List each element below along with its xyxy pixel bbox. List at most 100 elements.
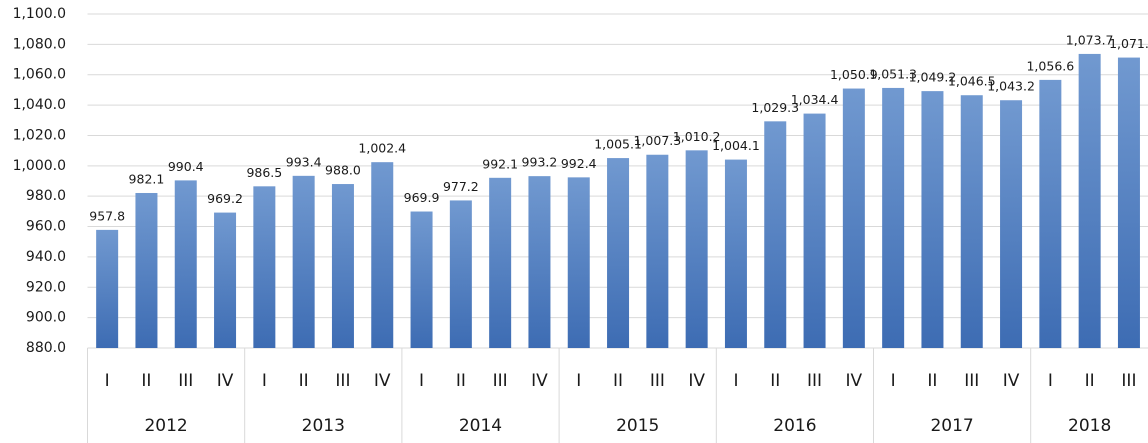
data-label: 977.2 [443,179,479,194]
data-label: 1,050.9 [830,67,878,82]
bar [607,158,630,348]
bar [214,212,237,348]
y-tick-label: 1,000.0 [13,158,66,174]
x-tick-label: IV [1003,371,1020,391]
x-tick-label: IV [846,371,863,391]
data-label: 969.9 [404,190,440,205]
x-tick-label: I [576,371,581,391]
data-label: 1,002.4 [358,141,406,156]
data-label: 1,010.2 [673,129,721,144]
x-tick-label: I [262,371,267,391]
x-tick-label: III [335,371,350,391]
x-tick-label: I [891,371,896,391]
x-tick-label: II [927,371,937,391]
data-label: 993.2 [522,155,558,170]
x-tick-label: III [964,371,979,391]
y-tick-label: 900.0 [26,310,66,326]
bar [174,180,197,348]
group-label: 2013 [302,416,345,436]
x-tick-label: III [493,371,508,391]
group-label: 2016 [773,416,816,436]
data-label: 1,071. [1109,36,1148,51]
data-label: 1,049.2 [909,70,957,85]
y-tick-label: 980.0 [26,188,66,204]
y-tick-label: 1,060.0 [13,67,66,83]
x-tick-label: III [1121,371,1136,391]
data-label: 1,073.7 [1066,32,1114,47]
group-label: 2018 [1068,416,1111,436]
y-tick-label: 880.0 [26,340,66,356]
bar [724,159,747,348]
data-label: 992.1 [482,156,518,171]
data-label: 1,043.2 [987,79,1035,94]
bar [1078,53,1101,348]
x-tick-label: III [807,371,822,391]
bar [882,87,905,348]
y-tick-label: 1,020.0 [13,127,66,143]
bar [567,177,590,348]
x-tick-label: III [178,371,193,391]
data-label: 1,056.6 [1026,58,1074,73]
bar [685,150,708,348]
x-tick-label: I [733,371,738,391]
group-label: 2012 [144,416,187,436]
bar [803,113,826,348]
bar [921,91,944,349]
x-tick-label: II [1085,371,1095,391]
group-label: 2015 [616,416,659,436]
bar [371,162,394,348]
data-label: 982.1 [129,171,165,186]
data-label: 1,051.3 [869,66,917,81]
x-tick-label: II [299,371,309,391]
x-tick-label: I [1048,371,1053,391]
x-tick-label: IV [531,371,548,391]
bar [764,121,787,349]
bar [528,176,551,348]
x-tick-label: IV [217,371,234,391]
bar [292,175,315,348]
y-tick-label: 960.0 [26,219,66,235]
y-tick-label: 940.0 [26,249,66,265]
data-label: 986.5 [246,165,282,180]
y-tick-label: 1,100.0 [13,6,66,22]
x-tick-label: I [419,371,424,391]
data-label: 988.0 [325,163,361,178]
bar [96,229,119,348]
bar [410,211,433,348]
data-label: 1,007.3 [633,133,681,148]
data-label: 957.8 [89,208,125,223]
bar [1039,79,1062,348]
data-label: 969.2 [207,191,243,206]
x-tick-label: II [456,371,466,391]
bar [489,177,512,348]
group-label: 2017 [930,416,973,436]
x-tick-label: I [105,371,110,391]
data-label: 1,046.5 [948,74,996,89]
data-label: 1,005.1 [594,137,642,152]
data-label: 990.4 [168,159,204,174]
x-tick-label: II [770,371,780,391]
group-label: 2014 [459,416,502,436]
bar [135,192,158,348]
data-label: 1,029.3 [751,100,799,115]
data-label: 993.4 [286,154,322,169]
bar [253,186,276,348]
x-tick-label: II [141,371,151,391]
x-tick-label: II [613,371,623,391]
bar [1000,100,1023,348]
y-tick-label: 1,040.0 [13,97,66,113]
x-tick-label: IV [374,371,391,391]
bar [960,95,983,349]
y-tick-label: 920.0 [26,279,66,295]
bar [449,200,472,348]
bar [842,88,865,348]
data-label: 992.4 [561,156,597,171]
bar [1117,57,1140,349]
x-tick-label: III [650,371,665,391]
y-tick-label: 1,080.0 [13,36,66,52]
data-label: 1,034.4 [791,92,839,107]
bar [331,184,354,348]
data-label: 1,004.1 [712,138,760,153]
